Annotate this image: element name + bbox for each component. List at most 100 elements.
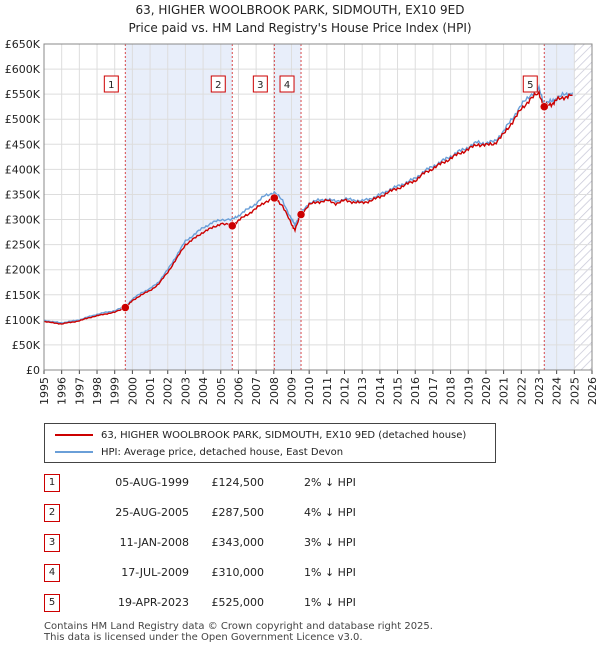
x-tick-label: 1998: [91, 377, 104, 405]
x-tick-label: 2002: [162, 377, 175, 405]
y-tick-label: £150K: [5, 289, 41, 302]
x-tick-label: 2001: [144, 377, 157, 405]
x-tick-label: 2024: [551, 377, 564, 405]
table-row: 3 11-JAN-2008 £343,000 3% ↓ HPI: [44, 533, 444, 553]
x-tick-label: 2009: [285, 377, 298, 405]
legend-swatch-property: [55, 434, 93, 436]
x-tick-label: 2019: [462, 377, 475, 405]
transaction-hpi: 4% ↓ HPI: [304, 506, 356, 519]
transaction-date: 25-AUG-2005: [115, 506, 189, 519]
x-tick-label: 2005: [215, 377, 228, 405]
transaction-price: £525,000: [211, 596, 265, 609]
sale-point: [121, 303, 130, 312]
transaction-hpi: 3% ↓ HPI: [304, 536, 356, 549]
x-tick-label: 2023: [533, 377, 546, 405]
sale-point: [540, 102, 549, 111]
plot-frame: [43, 43, 593, 371]
x-tick-label: 2026: [586, 377, 599, 405]
x-tick-label: 2014: [374, 377, 387, 405]
sale-label-box: [522, 75, 538, 93]
transaction-date: 19-APR-2023: [117, 596, 189, 609]
footer-copyright: Contains HM Land Registry data © Crown c…: [44, 621, 433, 632]
legend-label-property: 63, HIGHER WOOLBROOK PARK, SIDMOUTH, EX1…: [101, 429, 467, 441]
transaction-number: 1: [44, 474, 60, 492]
sale-label: 4: [284, 80, 290, 91]
future-hatch: [574, 44, 592, 370]
x-tick-label: 1997: [73, 377, 86, 405]
x-tick-label: 2003: [179, 377, 192, 405]
table-row: 2 25-AUG-2005 £287,500 4% ↓ HPI: [44, 503, 444, 523]
y-tick-label: £250K: [5, 239, 41, 252]
legend-swatch-hpi: [55, 451, 93, 453]
sale-label: 5: [527, 80, 533, 91]
legend-label-hpi: HPI: Average price, detached house, East…: [101, 446, 344, 458]
x-tick-label: 2025: [568, 377, 581, 405]
x-tick-label: 2008: [268, 377, 281, 405]
transaction-price: £287,500: [211, 506, 265, 519]
x-tick-label: 2007: [250, 377, 263, 405]
x-tick-label: 2012: [339, 377, 352, 405]
y-tick-label: £550K: [5, 88, 41, 101]
y-tick-label: £100K: [5, 314, 41, 327]
x-tick-label: 2000: [126, 377, 139, 405]
y-tick-label: £500K: [5, 113, 41, 126]
x-tick-label: 2004: [197, 377, 210, 405]
transaction-date: 11-JAN-2008: [119, 536, 189, 549]
x-tick-label: 1995: [38, 377, 51, 405]
y-tick-label: £0: [26, 364, 40, 377]
y-tick-label: £200K: [5, 264, 41, 277]
transaction-number: 3: [44, 534, 60, 552]
sale-point: [296, 210, 306, 219]
sale-label-box: [279, 75, 295, 93]
y-tick-label: £650K: [5, 38, 41, 51]
transaction-date: 17-JUL-2009: [121, 566, 189, 579]
sale-label: 1: [108, 80, 114, 91]
sale-label: 3: [257, 80, 263, 91]
transaction-date: 05-AUG-1999: [115, 476, 189, 489]
transaction-price: £310,000: [211, 566, 265, 579]
x-tick-label: 2006: [232, 377, 245, 405]
y-tick-label: £600K: [5, 63, 41, 76]
legend-item-hpi: HPI: Average price, detached house, East…: [55, 444, 343, 460]
sale-label: 2: [215, 80, 221, 91]
sale-point: [228, 221, 237, 231]
x-tick-label: 2013: [356, 377, 369, 405]
transaction-hpi: 1% ↓ HPI: [304, 566, 356, 579]
x-tick-label: 2010: [303, 377, 316, 405]
price-chart: 1 2 3 4 5 £0 £50K £100K £150K £200K £250K £300K £35…: [5, 38, 599, 405]
y-tick-label: £400K: [5, 163, 41, 176]
sale-label-box: [210, 75, 226, 93]
legend: 63, HIGHER WOOLBROOK PARK, SIDMOUTH, EX1…: [44, 423, 496, 463]
shaded-range: [125, 44, 233, 370]
x-tick-label: 2020: [480, 377, 493, 405]
x-tick-label: 2021: [498, 377, 511, 405]
x-tick-label: 1996: [56, 377, 69, 405]
y-tick-label: £450K: [5, 138, 41, 151]
chart-title: 63, HIGHER WOOLBROOK PARK, SIDMOUTH, EX1…: [135, 3, 465, 17]
transaction-price: £343,000: [211, 536, 265, 549]
footer: Contains HM Land Registry data © Crown c…: [44, 621, 433, 643]
x-tick-label: 2011: [321, 377, 334, 405]
x-tick-label: 2018: [445, 377, 458, 405]
chart-subtitle: Price paid vs. HM Land Registry's House …: [128, 21, 472, 35]
transaction-number: 2: [44, 504, 60, 522]
shaded-range: [274, 44, 302, 370]
x-tick-label: 2017: [427, 377, 440, 405]
transaction-number: 4: [44, 564, 60, 582]
transaction-number: 5: [44, 594, 60, 612]
table-row: 5 19-APR-2023 £525,000 1% ↓ HPI: [44, 593, 444, 613]
legend-item-property: 63, HIGHER WOOLBROOK PARK, SIDMOUTH, EX1…: [55, 427, 466, 443]
transaction-hpi: 1% ↓ HPI: [304, 596, 356, 609]
y-tick-label: £350K: [5, 188, 41, 201]
x-tick-label: 2022: [515, 377, 528, 405]
table-row: 1 05-AUG-1999 £124,500 2% ↓ HPI: [44, 473, 444, 493]
sale-point: [270, 193, 279, 203]
table-row: 4 17-JUL-2009 £310,000 1% ↓ HPI: [44, 563, 444, 583]
footer-licence: This data is licensed under the Open Gov…: [44, 632, 363, 643]
sale-label-box: [252, 75, 268, 93]
y-tick-label: £50K: [12, 339, 41, 352]
x-tick-label: 2016: [409, 377, 422, 405]
transaction-price: £124,500: [211, 476, 265, 489]
y-tick-label: £300K: [5, 214, 41, 227]
x-tick-label: 1999: [109, 377, 122, 405]
